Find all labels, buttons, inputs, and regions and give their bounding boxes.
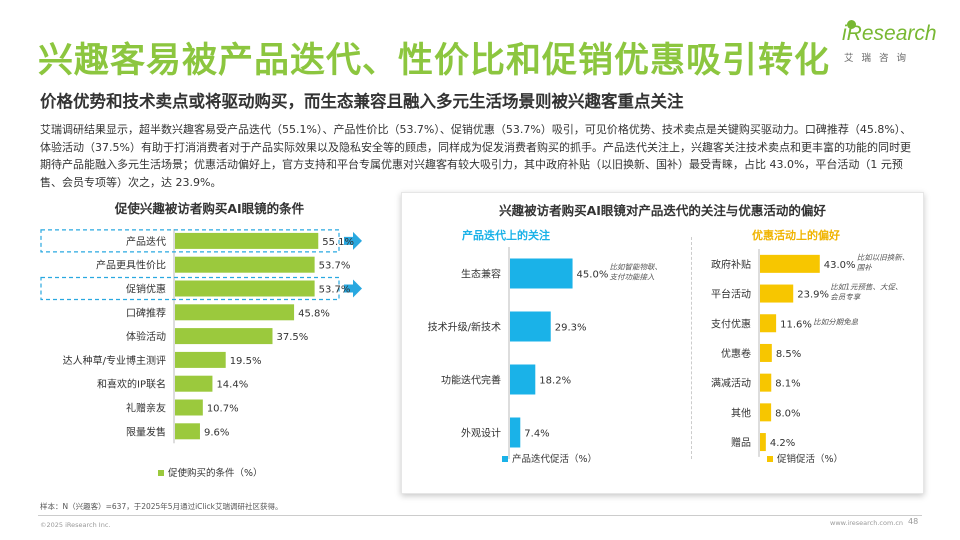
bar bbox=[175, 304, 295, 321]
logo-dot-icon bbox=[847, 20, 856, 29]
value-label: 8.5% bbox=[776, 349, 801, 360]
bar bbox=[760, 433, 766, 452]
left-chart-title: 促使兴趣被访者购买AI眼镜的条件 bbox=[114, 201, 305, 216]
bar bbox=[175, 375, 213, 392]
annotation-text: 比如智能物联、 bbox=[610, 263, 663, 272]
value-label: 43.0% bbox=[824, 260, 856, 271]
legend-swatch bbox=[502, 456, 508, 462]
category-label: 功能迭代完善 bbox=[441, 374, 501, 387]
value-label: 23.9% bbox=[797, 290, 829, 301]
legend-swatch bbox=[767, 456, 773, 462]
value-label: 55.1% bbox=[322, 237, 354, 248]
right-chart-panel: 兴趣被访者购买AI眼镜对产品迭代的关注与优惠活动的偏好 产品迭代上的关注 优惠活… bbox=[401, 192, 924, 494]
bar bbox=[510, 311, 551, 342]
legend-swatch bbox=[158, 470, 164, 476]
value-label: 53.7% bbox=[319, 261, 351, 272]
value-label: 18.2% bbox=[539, 376, 571, 387]
bar bbox=[175, 351, 226, 368]
promotion-subtitle: 优惠活动上的偏好 bbox=[752, 229, 840, 242]
value-label: 19.5% bbox=[230, 356, 262, 367]
value-label: 45.8% bbox=[298, 308, 330, 319]
highlight-arrow-icon bbox=[344, 279, 362, 298]
category-label: 技术升级/新技术 bbox=[428, 321, 501, 334]
category-label: 优惠卷 bbox=[721, 347, 751, 360]
value-label: 7.4% bbox=[524, 429, 549, 440]
right-chart-title: 兴趣被访者购买AI眼镜对产品迭代的关注与优惠活动的偏好 bbox=[499, 203, 826, 218]
intro-paragraph: 艾瑞调研结果显示，超半数兴趣客易受产品迭代（55.1%）、产品性价比（53.7%… bbox=[40, 123, 912, 189]
category-label: 和喜欢的IP联名 bbox=[97, 378, 166, 391]
bar bbox=[175, 256, 315, 273]
bar bbox=[760, 373, 772, 392]
category-label: 外观设计 bbox=[461, 427, 501, 440]
bar bbox=[175, 232, 319, 249]
category-label: 赠品 bbox=[731, 436, 751, 449]
bar bbox=[760, 314, 777, 333]
bar bbox=[510, 258, 573, 289]
website-link[interactable]: www.iresearch.com.cn bbox=[830, 519, 904, 527]
highlight-box bbox=[40, 229, 340, 253]
value-label: 53.7% bbox=[319, 285, 351, 296]
bar bbox=[760, 254, 820, 273]
value-label: 14.4% bbox=[216, 380, 248, 391]
bar bbox=[760, 284, 794, 303]
annotation-text: 比如以旧换新、 bbox=[857, 253, 910, 262]
value-label: 11.6% bbox=[780, 319, 812, 330]
category-label: 限量发售 bbox=[126, 425, 166, 438]
bar bbox=[760, 343, 772, 362]
category-label: 生态兼容 bbox=[461, 268, 501, 281]
logo-cn-text: 艾瑞咨询 bbox=[844, 53, 915, 64]
left-chart-panel: 促使兴趣被访者购买AI眼镜的条件 产品迭代 55.1% 产品更具性价比 53.7% 促销… bbox=[38, 192, 381, 490]
bar bbox=[760, 403, 772, 422]
category-label: 政府补贴 bbox=[711, 258, 751, 271]
bar bbox=[175, 280, 315, 297]
category-label: 礼赠亲友 bbox=[126, 402, 166, 415]
annotation-text: 国补 bbox=[857, 263, 872, 272]
value-label: 8.1% bbox=[775, 379, 800, 390]
legend-label: 产品迭代促活（%） bbox=[512, 453, 597, 465]
highlight-arrow-icon bbox=[344, 231, 362, 250]
value-label: 10.7% bbox=[207, 404, 239, 415]
category-label: 体验活动 bbox=[126, 330, 166, 343]
category-label: 产品迭代 bbox=[126, 235, 166, 248]
value-label: 45.0% bbox=[577, 270, 609, 281]
annotation-text: 比如分期免息 bbox=[813, 317, 858, 326]
left-bar-chart: 产品迭代 55.1% 产品更具性价比 53.7% 促销优惠 53.7% 口碑推荐 45.8% 体… bbox=[40, 229, 362, 479]
category-label: 支付优惠 bbox=[711, 317, 751, 330]
legend-label: 促销促活（%） bbox=[777, 453, 843, 465]
panel-divider bbox=[691, 237, 692, 459]
page-subtitle: 价格优势和技术卖点或将驱动购买，而生态兼容且融入多元生活场景则被兴趣客重点关注 bbox=[40, 92, 684, 111]
iresearch-logo: iResearch 艾瑞咨询 bbox=[838, 20, 938, 66]
bar bbox=[510, 364, 536, 395]
annotation-text: 比如1元预售、大促、 bbox=[830, 283, 902, 292]
page-title: 兴趣客易被产品迭代、性价比和促销优惠吸引转化 bbox=[38, 41, 831, 81]
category-label: 满减活动 bbox=[711, 378, 751, 390]
bar bbox=[510, 417, 521, 448]
value-label: 37.5% bbox=[277, 332, 309, 343]
legend-label: 促使购买的条件（%） bbox=[168, 467, 263, 479]
sample-note: 样本：N（兴趣客）=637，于2025年5月通过iClick艾瑞调研社区获得。 bbox=[40, 502, 283, 511]
footer-divider bbox=[38, 515, 922, 516]
annotation-text: 会员专享 bbox=[830, 293, 861, 302]
value-label: 4.2% bbox=[770, 438, 795, 449]
value-label: 8.0% bbox=[775, 408, 800, 419]
category-label: 促销优惠 bbox=[126, 283, 166, 296]
product-iteration-subtitle: 产品迭代上的关注 bbox=[462, 229, 550, 242]
logo-text: iResearch bbox=[842, 22, 937, 45]
value-label: 9.6% bbox=[204, 427, 229, 438]
page-number: 48 bbox=[908, 517, 919, 526]
highlight-box bbox=[40, 276, 340, 301]
category-label: 达人种草/专业博主测评 bbox=[63, 354, 166, 367]
copyright: ©2025 iResearch Inc. bbox=[40, 521, 111, 529]
category-label: 平台活动 bbox=[711, 288, 751, 301]
bar bbox=[175, 328, 273, 345]
annotation-text: 支付功能接入 bbox=[610, 273, 655, 282]
category-label: 口碑推荐 bbox=[126, 306, 166, 319]
category-label: 其他 bbox=[731, 406, 751, 419]
bar bbox=[175, 399, 203, 416]
bar bbox=[175, 423, 200, 440]
category-label: 产品更具性价比 bbox=[96, 259, 166, 272]
value-label: 29.3% bbox=[555, 323, 587, 334]
